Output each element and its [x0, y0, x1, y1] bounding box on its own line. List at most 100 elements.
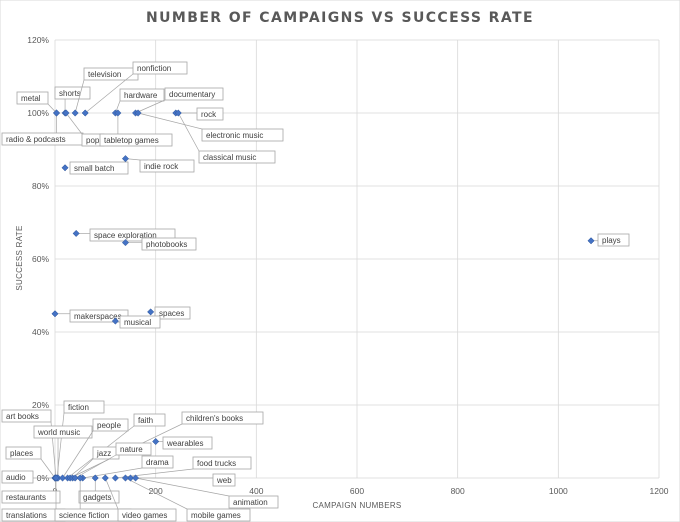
- data-label-box: [92, 418, 129, 432]
- data-label: television: [88, 70, 121, 79]
- data-label: tabletop games: [104, 136, 159, 145]
- data-label-box: [228, 495, 279, 509]
- data-label-box: [186, 508, 251, 522]
- data-label: restaurants: [6, 493, 46, 502]
- data-label: radio & podcasts: [6, 135, 66, 144]
- data-label-box: [5, 446, 42, 460]
- leader-line: [62, 430, 94, 479]
- data-label: nature: [120, 445, 143, 454]
- data-label-box: [141, 237, 197, 251]
- data-point: [121, 155, 130, 163]
- data-label: shorts: [59, 89, 81, 98]
- data-label-box: [141, 455, 174, 469]
- data-point: [62, 109, 70, 117]
- data-label: food trucks: [197, 459, 236, 468]
- data-point: [71, 109, 79, 117]
- data-label: wearables: [166, 439, 203, 448]
- data-label: mobile games: [191, 511, 241, 520]
- data-point: [587, 237, 595, 245]
- data-label: small batch: [74, 164, 114, 173]
- data-point: [152, 437, 160, 446]
- data-point: [91, 474, 99, 482]
- data-label-box: [162, 436, 213, 450]
- data-label-box: [132, 61, 188, 75]
- data-label-box: [597, 233, 630, 247]
- data-label: audio: [6, 473, 26, 482]
- data-label: spaces: [159, 309, 184, 318]
- data-point: [114, 109, 122, 117]
- data-label: documentary: [169, 90, 215, 99]
- data-point: [52, 109, 61, 117]
- data-point: [126, 474, 135, 482]
- y-tick-label: 40%: [32, 327, 49, 337]
- data-label: nonfiction: [137, 64, 171, 73]
- data-point: [134, 109, 142, 117]
- data-point: [51, 310, 59, 318]
- leader-line: [135, 99, 166, 114]
- data-point: [111, 474, 119, 482]
- leader-line: [72, 458, 94, 479]
- data-label-box: [69, 161, 129, 175]
- data-label: indie rock: [144, 162, 179, 171]
- data-point: [147, 308, 155, 316]
- data-labels: metal radio & podcasts shorts pop television…: [1, 61, 630, 522]
- data-label: children's books: [186, 414, 243, 423]
- data-label: places: [10, 449, 33, 458]
- leader-line: [74, 454, 117, 479]
- x-tick-label: 400: [249, 486, 263, 496]
- data-point: [52, 474, 60, 482]
- data-label: drama: [146, 458, 169, 467]
- data-label: art books: [6, 412, 39, 421]
- leader-line: [74, 79, 85, 114]
- data-label: gadgets: [83, 493, 111, 502]
- leader-line: [137, 112, 203, 130]
- y-axis-title: SUCCESS RATE: [15, 225, 24, 290]
- x-tick-label: 600: [350, 486, 364, 496]
- data-label-box: [192, 456, 252, 470]
- data-point: [58, 474, 67, 482]
- leader-line: [135, 477, 230, 497]
- data-label: web: [216, 476, 232, 485]
- data-label-box: [198, 150, 276, 164]
- data-label-box: [201, 128, 284, 142]
- data-label: animation: [233, 498, 268, 507]
- x-axis-title: CAMPAIGN NUMBERS: [312, 501, 401, 510]
- data-label: plays: [602, 236, 621, 245]
- data-label: metal: [21, 94, 41, 103]
- data-label-box: [16, 91, 49, 105]
- chart-title: NUMBER OF CAMPAIGNS VS SUCCESS RATE: [146, 10, 534, 26]
- data-label-box: [115, 442, 152, 456]
- leader-line: [82, 467, 143, 479]
- data-label: musical: [124, 318, 151, 327]
- data-label-box: [196, 107, 224, 121]
- data-label-box: [139, 159, 195, 173]
- data-label: science fiction: [59, 511, 109, 520]
- data-label: people: [97, 421, 122, 430]
- data-point: [101, 474, 109, 482]
- data-label-box: [181, 411, 264, 425]
- leader-line: [115, 468, 194, 479]
- data-label: jazz: [96, 449, 111, 458]
- data-label-box: [1, 490, 61, 504]
- data-label-box: [119, 315, 161, 329]
- data-points: [51, 109, 595, 482]
- data-label-box: [99, 133, 173, 147]
- data-label-box: [117, 508, 177, 522]
- x-tick-label: 1000: [549, 486, 568, 496]
- leader-line: [105, 477, 119, 510]
- data-label: translations: [6, 511, 47, 520]
- leader-line: [125, 477, 188, 510]
- data-point: [121, 239, 130, 247]
- data-label: space exploration: [94, 231, 157, 240]
- data-label: makerspaces: [74, 312, 122, 321]
- data-point: [174, 109, 182, 117]
- data-label: photobooks: [146, 240, 187, 249]
- data-point: [111, 317, 119, 325]
- data-point: [121, 474, 130, 482]
- data-label: video games: [122, 511, 167, 520]
- y-tick-label: 120%: [27, 35, 49, 45]
- data-label: rock: [201, 110, 217, 119]
- y-tick-label: 80%: [32, 181, 49, 191]
